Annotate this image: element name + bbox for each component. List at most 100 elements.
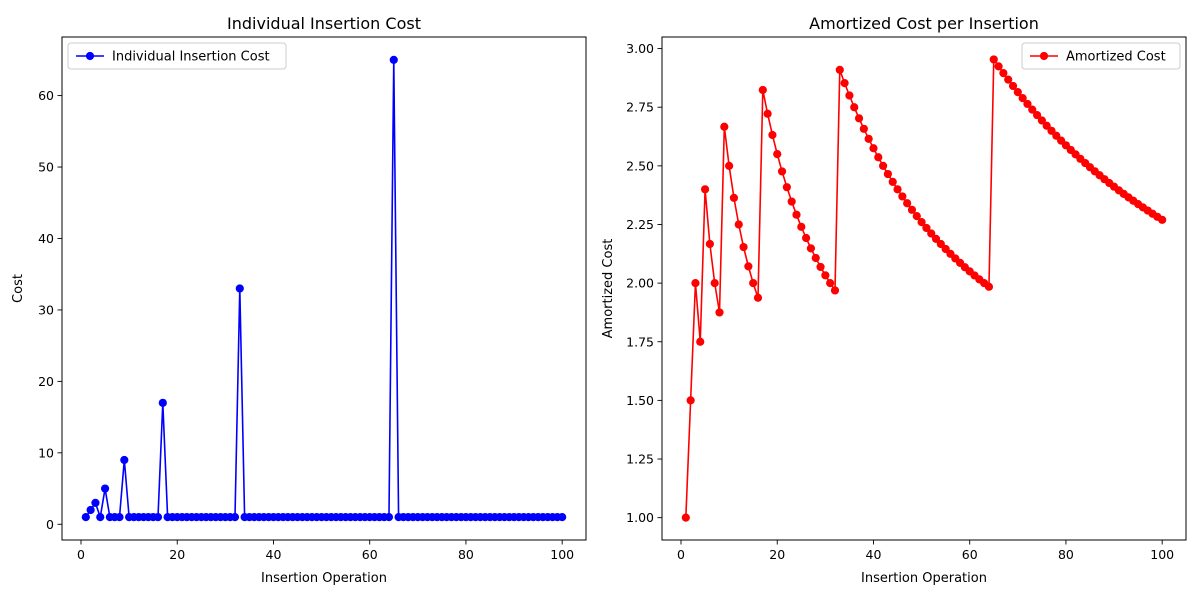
data-point: [802, 233, 811, 243]
data-point: [850, 103, 859, 112]
data-point: [558, 513, 567, 522]
data-point: [739, 242, 748, 252]
data-point: [86, 505, 95, 515]
data-point: [81, 513, 90, 522]
chart-panel-1: Individual Insertion Cost 0 20 40 60 80 100 0 10…: [11, 14, 587, 586]
data-point: [806, 244, 816, 253]
data-point: [883, 169, 893, 179]
data-point: [705, 239, 714, 249]
x-axis-label: Insertion Operation: [861, 571, 987, 586]
data-point: [888, 177, 897, 186]
data-point: [715, 308, 724, 317]
y-tick-label: 3.00: [626, 41, 654, 56]
data-point: [91, 498, 100, 507]
chart-panel-2: Amortized Cost per Insertion 0 20 40 60 80 100…: [601, 14, 1187, 586]
data-point: [816, 262, 825, 272]
x-tick-label: 60: [962, 547, 978, 562]
data-point: [700, 185, 710, 194]
data-point: [879, 161, 888, 170]
data-point: [763, 109, 772, 118]
legend-label: Individual Insertion Cost: [112, 50, 270, 65]
x-tick-label: 0: [77, 547, 85, 562]
data-point: [787, 197, 796, 206]
data-point: [989, 55, 998, 64]
data-point: [1032, 111, 1042, 120]
data-point: [120, 455, 129, 465]
legend-box: [1021, 42, 1181, 70]
y-tick-label: 50: [38, 160, 54, 175]
y-tick-label: 0: [46, 517, 54, 532]
legend-marker: [85, 51, 95, 61]
axes-frame: [61, 36, 587, 541]
x-tick-label: 40: [266, 547, 282, 562]
y-tick-label: 2.25: [626, 217, 654, 232]
data-point: [230, 513, 240, 522]
y-tick-label: 2.00: [626, 276, 654, 291]
data-point: [835, 65, 844, 74]
y-tick-label: 1.25: [626, 452, 654, 467]
data-point: [811, 253, 820, 263]
data-point: [1158, 215, 1167, 224]
data-point: [840, 78, 849, 88]
data-point: [1028, 105, 1037, 114]
data-point: [696, 337, 705, 346]
data-point: [710, 279, 719, 288]
data-point: [821, 271, 830, 280]
x-tick-label: 0: [677, 547, 685, 562]
data-point: [1004, 75, 1013, 84]
chart-title: Amortized Cost per Insertion: [809, 14, 1039, 33]
data-point: [777, 167, 787, 176]
data-point: [744, 262, 753, 271]
x-tick-label: 20: [169, 547, 185, 562]
data-point: [893, 185, 902, 194]
data-point: [153, 513, 163, 522]
y-tick-label: 2.50: [626, 158, 654, 173]
data-point: [384, 513, 394, 522]
data-point: [874, 153, 883, 162]
data-point: [869, 144, 878, 153]
y-tick-label: 20: [38, 374, 54, 389]
data-point: [1023, 99, 1032, 109]
data-point: [1018, 94, 1027, 103]
data-point: [100, 484, 110, 493]
data-point: [826, 279, 835, 288]
data-point: [758, 85, 767, 95]
data-point: [999, 68, 1008, 78]
y-tick-label: 30: [38, 302, 54, 317]
data-point: [984, 282, 994, 291]
data-point: [859, 124, 868, 133]
data-point: [854, 114, 864, 123]
data-point: [720, 122, 729, 131]
data-point: [898, 192, 907, 201]
axes-frame: [661, 36, 1187, 541]
y-tick-label: 40: [38, 231, 54, 246]
data-point: [389, 55, 398, 64]
legend-box: [67, 42, 287, 70]
data-point: [830, 286, 840, 295]
y-tick-label: 1.00: [626, 510, 654, 525]
data-point: [734, 220, 743, 229]
data-point: [1042, 121, 1051, 130]
data-point: [931, 234, 941, 243]
data-point: [235, 284, 244, 293]
y-axis-label: Cost: [11, 274, 26, 303]
legend-label: Amortized Cost: [1066, 50, 1166, 65]
data-point: [1037, 116, 1046, 125]
data-point: [917, 218, 926, 227]
data-point: [686, 396, 695, 405]
data-point: [903, 199, 912, 208]
x-tick-label: 60: [362, 547, 378, 562]
x-tick-label: 100: [550, 547, 574, 562]
data-point: [994, 62, 1003, 71]
data-point: [768, 130, 777, 140]
y-tick-label: 60: [38, 88, 54, 103]
data-point: [1008, 81, 1018, 91]
x-axis-label: Insertion Operation: [261, 571, 387, 586]
x-tick-label: 80: [1058, 547, 1074, 562]
data-point: [725, 161, 734, 170]
data-point: [1013, 88, 1022, 97]
legend: Individual Insertion Cost: [67, 42, 287, 70]
y-tick-label: 1.75: [626, 334, 654, 349]
